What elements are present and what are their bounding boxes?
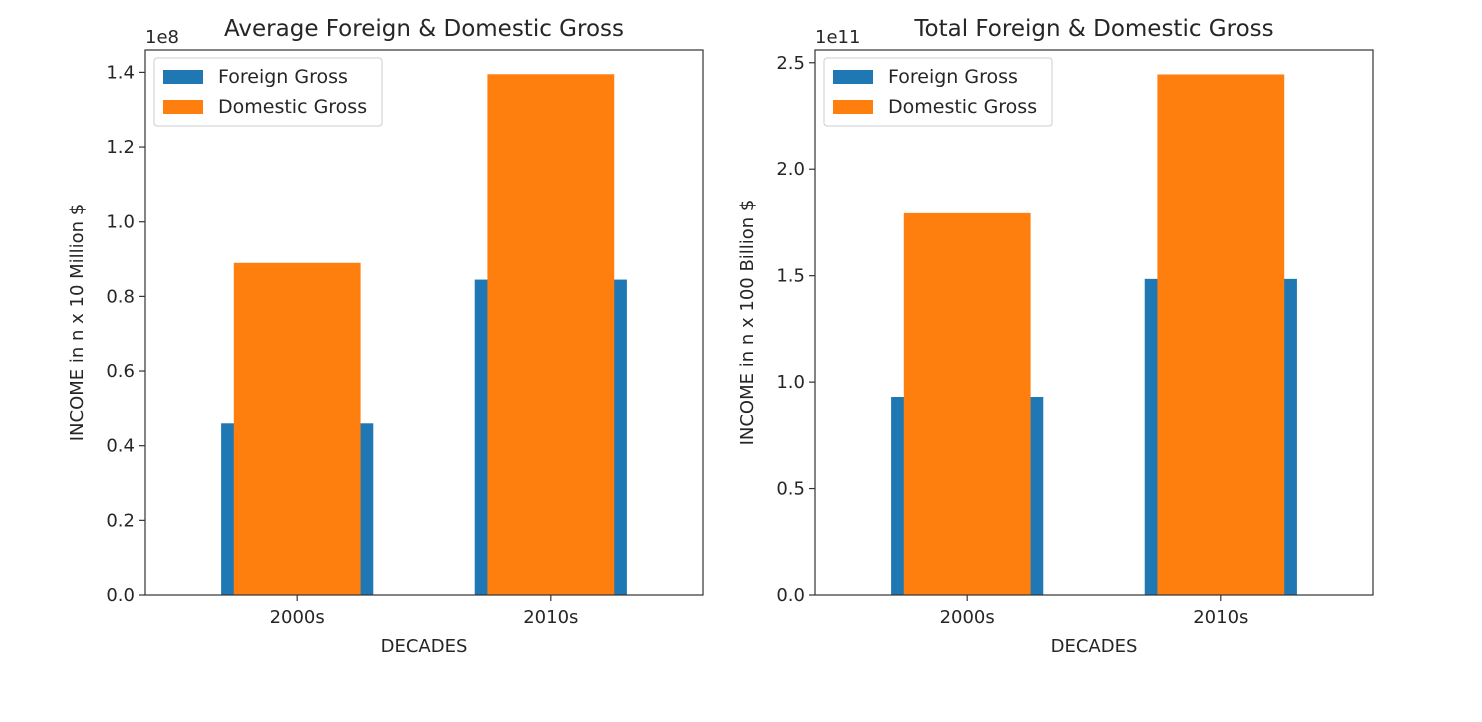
- legend-swatch-foreign: [163, 70, 203, 84]
- chart-title: Average Foreign & Domestic Gross: [224, 16, 624, 42]
- x-axis-label: DECADES: [1051, 636, 1138, 657]
- bar-domestic-2010s: [487, 74, 615, 596]
- y-tick-label: 0.0: [776, 585, 805, 606]
- legend-swatch-domestic: [163, 100, 203, 114]
- total-gross-chart: 0.0 0.5 1.0 1.5 2.0 2.5 2000s 2010s Total Fore…: [737, 16, 1374, 657]
- x-ticks: 2000s 2010s: [940, 595, 1248, 628]
- x-ticks: 2000s 2010s: [270, 595, 578, 628]
- bar-domestic-2000s: [233, 262, 361, 595]
- legend-swatch-domestic: [833, 100, 873, 114]
- y-tick-label: 0.8: [106, 286, 135, 307]
- x-axis-label: DECADES: [381, 636, 468, 657]
- y-axis-label: INCOME in n x 100 Billion $: [737, 200, 758, 446]
- y-offset-text: 1e11: [815, 27, 860, 48]
- y-tick-label: 1.0: [106, 212, 135, 233]
- legend-label-domestic: Domestic Gross: [888, 96, 1037, 118]
- y-axis-label: INCOME in n x 10 Million $: [67, 204, 88, 442]
- x-tick-label: 2010s: [523, 607, 578, 628]
- legend-label-foreign: Foreign Gross: [218, 66, 348, 88]
- x-tick-label: 2000s: [940, 607, 995, 628]
- legend: Foreign Gross Domestic Gross: [823, 57, 1053, 127]
- y-ticks: 0.0 0.2 0.4 0.6 0.8 1.0 1.2 1.4: [106, 62, 145, 606]
- y-tick-label: 1.4: [106, 62, 135, 83]
- y-ticks: 0.0 0.5 1.0 1.5 2.0 2.5: [776, 53, 815, 606]
- legend: Foreign Gross Domestic Gross: [153, 57, 383, 127]
- legend-swatch-foreign: [833, 70, 873, 84]
- average-gross-chart: 0.0 0.2 0.4 0.6 0.8 1.0 1.2 1.4 2000s 2010s Aver…: [67, 16, 704, 657]
- y-tick-label: 2.0: [776, 159, 805, 180]
- legend-box: [153, 57, 383, 127]
- legend-label-domestic: Domestic Gross: [218, 96, 367, 118]
- axes-frame: [814, 49, 1374, 596]
- axes-frame: [144, 49, 704, 596]
- y-tick-label: 0.5: [776, 479, 805, 500]
- chart-title: Total Foreign & Domestic Gross: [913, 16, 1273, 42]
- legend-label-foreign: Foreign Gross: [888, 66, 1018, 88]
- y-tick-label: 1.2: [106, 137, 135, 158]
- bars-group: [891, 74, 1297, 595]
- legend-box: [823, 57, 1053, 127]
- y-tick-label: 1.5: [776, 266, 805, 287]
- bar-domestic-2000s: [903, 212, 1031, 595]
- y-tick-label: 0.4: [106, 436, 135, 457]
- y-tick-label: 0.2: [106, 510, 135, 531]
- y-tick-label: 1.0: [776, 372, 805, 393]
- y-offset-text: 1e8: [145, 27, 179, 48]
- bar-domestic-2010s: [1157, 74, 1285, 595]
- x-tick-label: 2000s: [270, 607, 325, 628]
- y-tick-label: 2.5: [776, 53, 805, 74]
- y-tick-label: 0.6: [106, 361, 135, 382]
- bars-group: [221, 74, 627, 596]
- x-tick-label: 2010s: [1193, 607, 1248, 628]
- y-tick-label: 0.0: [106, 585, 135, 606]
